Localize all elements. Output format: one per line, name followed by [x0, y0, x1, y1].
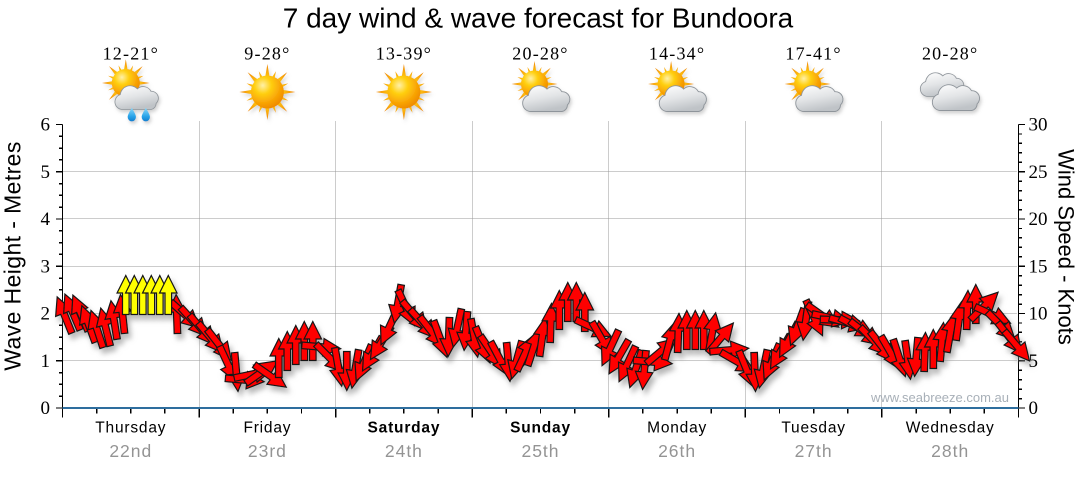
svg-text:Tuesday: Tuesday [781, 420, 845, 437]
svg-text:9-28°: 9-28° [244, 44, 290, 64]
svg-text:Wave Height - Metres: Wave Height - Metres [0, 141, 26, 371]
svg-text:25th: 25th [521, 441, 559, 461]
svg-text:12-21°: 12-21° [103, 44, 159, 64]
svg-text:2: 2 [41, 304, 51, 325]
svg-text:28th: 28th [931, 441, 969, 461]
svg-text:3: 3 [41, 256, 51, 277]
svg-text:0: 0 [41, 398, 51, 419]
svg-text:22nd: 22nd [109, 441, 152, 461]
svg-text:4: 4 [41, 209, 51, 230]
svg-text:13-39°: 13-39° [376, 44, 432, 64]
svg-text:7 day wind & wave forecast for: 7 day wind & wave forecast for Bundoora [283, 3, 794, 34]
svg-text:26th: 26th [658, 441, 696, 461]
svg-text:Wind Speed - Knots: Wind Speed - Knots [1054, 149, 1079, 345]
svg-text:0: 0 [1029, 398, 1039, 419]
svg-text:5: 5 [1029, 351, 1039, 372]
svg-text:17-41°: 17-41° [785, 44, 841, 64]
svg-text:5: 5 [41, 162, 51, 183]
svg-text:20-28°: 20-28° [922, 44, 978, 64]
svg-text:Wednesday: Wednesday [906, 420, 995, 437]
svg-text:30: 30 [1029, 115, 1048, 136]
svg-text:10: 10 [1029, 304, 1048, 325]
svg-text:20-28°: 20-28° [512, 44, 568, 64]
svg-text:20: 20 [1029, 209, 1048, 230]
svg-text:27th: 27th [795, 441, 833, 461]
svg-text:www.seabreeze.com.au: www.seabreeze.com.au [870, 390, 1009, 405]
svg-text:1: 1 [41, 351, 51, 372]
svg-text:14-34°: 14-34° [649, 44, 705, 64]
svg-text:Sunday: Sunday [510, 420, 571, 437]
svg-text:Friday: Friday [243, 420, 291, 437]
svg-text:Thursday: Thursday [95, 420, 166, 437]
svg-text:23rd: 23rd [248, 441, 287, 461]
svg-text:6: 6 [41, 115, 51, 136]
svg-text:24th: 24th [385, 441, 423, 461]
svg-text:25: 25 [1029, 162, 1048, 183]
svg-text:Saturday: Saturday [368, 420, 441, 437]
svg-text:Monday: Monday [647, 420, 707, 437]
svg-text:15: 15 [1029, 256, 1048, 277]
